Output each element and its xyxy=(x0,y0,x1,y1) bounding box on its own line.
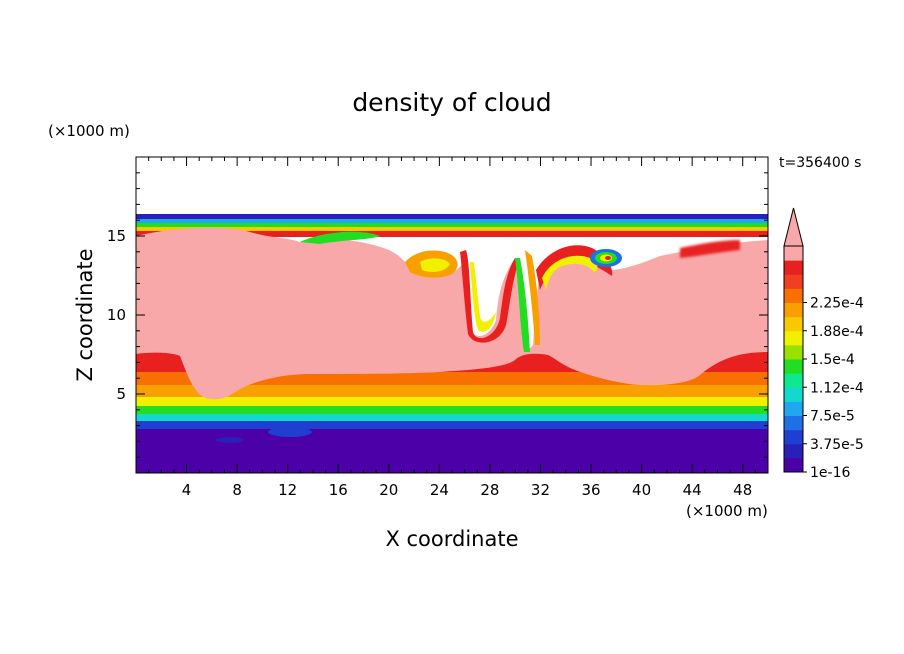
chart-title: density of cloud xyxy=(352,88,551,117)
colorbar-extend-arrow xyxy=(783,207,804,247)
colorbar-label: 3.75e-5 xyxy=(810,437,864,453)
plot-field xyxy=(136,157,768,473)
x-tick-label: 16 xyxy=(329,481,348,499)
x-tick-label: 20 xyxy=(379,481,398,499)
colorbar-swatch xyxy=(784,401,803,416)
colorbar-swatch xyxy=(784,288,803,303)
colorbar-label: 1.12e-4 xyxy=(810,380,864,396)
colorbar-swatch xyxy=(784,457,803,473)
x-tick-label: 36 xyxy=(581,481,600,499)
y-axis: 5 10 15 xyxy=(107,172,768,458)
colorbar-swatch xyxy=(784,344,803,360)
colorbar-label: 1.5e-4 xyxy=(810,352,855,368)
x-axis: 4 8 12 16 20 24 28 32 36 40 44 48 xyxy=(148,157,756,499)
colorbar-swatch xyxy=(784,246,803,261)
x-unit-label: (×1000 m) xyxy=(686,502,768,520)
colorbar-swatch xyxy=(784,302,803,318)
colorbar-label: 1.88e-4 xyxy=(810,324,864,340)
colorbar-swatch xyxy=(784,274,803,289)
x-tick-label: 48 xyxy=(733,481,752,499)
field-low-layer xyxy=(136,428,768,473)
x-tick-label: 44 xyxy=(683,481,702,499)
colorbar-swatch xyxy=(784,316,803,332)
y-axis-title: Z coordinate xyxy=(73,248,97,381)
colorbar: 1e-16 3.75e-5 7.5e-5 1.12e-4 1.5e-4 1.88e-4 2.… xyxy=(783,207,864,481)
x-tick-label: 4 xyxy=(182,481,192,499)
colorbar-swatch xyxy=(784,260,803,275)
colorbar-swatch xyxy=(784,330,803,346)
y-unit-label: (×1000 m) xyxy=(48,122,130,140)
x-tick-label: 8 xyxy=(232,481,242,499)
y-tick-label: 15 xyxy=(107,227,126,245)
x-tick-label: 28 xyxy=(480,481,499,499)
y-tick-label: 5 xyxy=(116,385,126,403)
colorbar-label: 1e-16 xyxy=(810,465,850,481)
colorbar-swatch xyxy=(784,359,803,374)
y-tick-label: 10 xyxy=(107,306,126,324)
x-tick-label: 40 xyxy=(632,481,651,499)
colorbar-swatch xyxy=(784,443,803,459)
x-tick-label: 24 xyxy=(430,481,449,499)
colorbar-swatch xyxy=(784,373,803,388)
x-tick-label: 12 xyxy=(278,481,297,499)
colorbar-label: 7.5e-5 xyxy=(810,409,855,425)
colorbar-swatch xyxy=(784,429,803,445)
x-tick-label: 32 xyxy=(531,481,550,499)
colorbar-swatch xyxy=(784,415,803,431)
time-label: t=356400 s xyxy=(779,155,861,171)
colorbar-swatch xyxy=(784,387,803,402)
colorbar-label: 2.25e-4 xyxy=(810,296,864,312)
x-axis-title: X coordinate xyxy=(385,527,518,551)
